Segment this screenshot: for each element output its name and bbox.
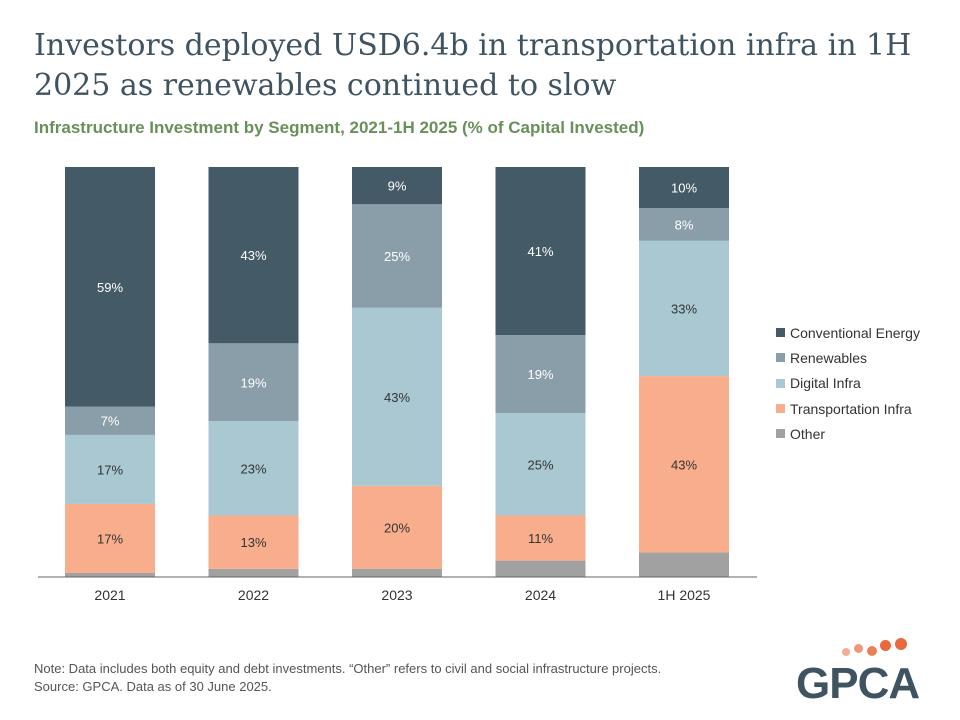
legend-swatch <box>776 353 785 363</box>
x-tick-label: 1H 2025 <box>658 587 711 603</box>
data-label: 43% <box>671 457 697 472</box>
data-label: 41% <box>527 244 553 259</box>
bar-segment-conventional-energy <box>639 167 729 208</box>
data-label: 10% <box>671 181 697 196</box>
legend-item: Transportation Infra <box>776 396 920 421</box>
chart-note: Note: Data includes both equity and debt… <box>34 660 661 696</box>
legend-item: Renewables <box>776 345 920 370</box>
chart-title: Investors deployed USD6.4b in transporta… <box>34 28 912 103</box>
legend-item: Digital Infra <box>776 371 920 396</box>
logo-dot <box>895 638 907 650</box>
bar-segment-other <box>639 552 729 577</box>
data-label: 25% <box>384 249 410 264</box>
bar-segment-transportation-infra <box>208 515 299 569</box>
bar-segment-other <box>495 560 586 577</box>
data-label: 25% <box>527 457 553 472</box>
bar-segment-digital-infra <box>208 421 299 516</box>
legend-swatch <box>776 378 785 388</box>
legend-swatch <box>776 404 785 414</box>
bar-segment-transportation-infra <box>495 515 586 561</box>
x-tick-label: 2021 <box>94 587 125 603</box>
data-label: 7% <box>101 414 120 429</box>
data-label: 8% <box>675 217 694 232</box>
bar-segment-digital-infra <box>65 434 155 504</box>
data-label: 17% <box>97 462 123 477</box>
chart-legend: Conventional Energy Renewables Digital Inf… <box>776 320 920 446</box>
data-label: 43% <box>384 390 410 405</box>
data-label: 19% <box>240 375 266 390</box>
legend-label: Transportation Infra <box>790 400 912 417</box>
data-label: 17% <box>97 531 123 546</box>
bar-segment-other <box>65 572 155 577</box>
bar-segment-renewables <box>495 335 586 413</box>
bar-segment-digital-infra <box>495 413 586 516</box>
data-label: 20% <box>384 520 410 535</box>
legend-item: Other <box>776 421 920 446</box>
bar-segment-conventional-energy <box>495 167 586 336</box>
bar-segment-renewables <box>208 343 299 422</box>
note-text: Note: Data includes both equity and debt… <box>34 661 662 676</box>
x-tick-label: 2024 <box>525 587 556 603</box>
legend-label: Renewables <box>790 349 868 366</box>
logo-dot <box>842 648 850 656</box>
bar-segment-other <box>208 568 299 577</box>
bar-segment-transportation-infra <box>65 503 155 573</box>
data-label: 33% <box>671 301 697 316</box>
legend-label: Other <box>790 425 826 442</box>
logo-dot <box>880 640 891 651</box>
legend-item: Conventional Energy <box>776 320 920 345</box>
data-label: 59% <box>97 280 123 295</box>
gpca-logo: GPCA <box>796 636 938 706</box>
x-tick-label: 2023 <box>381 587 412 603</box>
logo-dot <box>867 646 877 656</box>
legend-swatch <box>776 328 785 338</box>
stacked-bar-chart: 17% 17% 7% 59% 2021 13% 23% 19% 43% 2022 20% 43% 25%… <box>38 167 757 603</box>
bar-segment-transportation-infra <box>352 485 442 569</box>
logo-text: GPCA <box>796 659 920 708</box>
data-label: 9% <box>388 179 407 194</box>
bar-segment-renewables <box>352 204 442 308</box>
bar-segment-other <box>352 568 442 577</box>
bar-segment-renewables <box>65 406 155 435</box>
data-label: 23% <box>240 461 266 476</box>
x-tick-label: 2022 <box>238 587 269 603</box>
logo-dot <box>854 644 863 653</box>
data-label: 13% <box>240 535 266 550</box>
legend-label: Digital Infra <box>790 375 861 392</box>
bar-segment-conventional-energy <box>352 167 442 205</box>
data-label: 19% <box>527 367 553 382</box>
bar-segment-digital-infra <box>352 307 442 486</box>
bar-segment-digital-infra <box>639 240 729 377</box>
source-text: Source: GPCA. Data as of 30 June 2025. <box>34 679 272 694</box>
data-label: 11% <box>528 531 553 546</box>
legend-label: Conventional Energy <box>790 324 920 341</box>
bar-segment-conventional-energy <box>65 167 155 407</box>
bar-segment-transportation-infra <box>639 376 729 553</box>
bar-segment-renewables <box>639 208 729 241</box>
bar-segment-conventional-energy <box>208 167 299 344</box>
chart-subtitle: Infrastructure Investment by Segment, 20… <box>34 118 645 137</box>
data-label: 43% <box>240 248 266 263</box>
legend-swatch <box>776 429 785 439</box>
